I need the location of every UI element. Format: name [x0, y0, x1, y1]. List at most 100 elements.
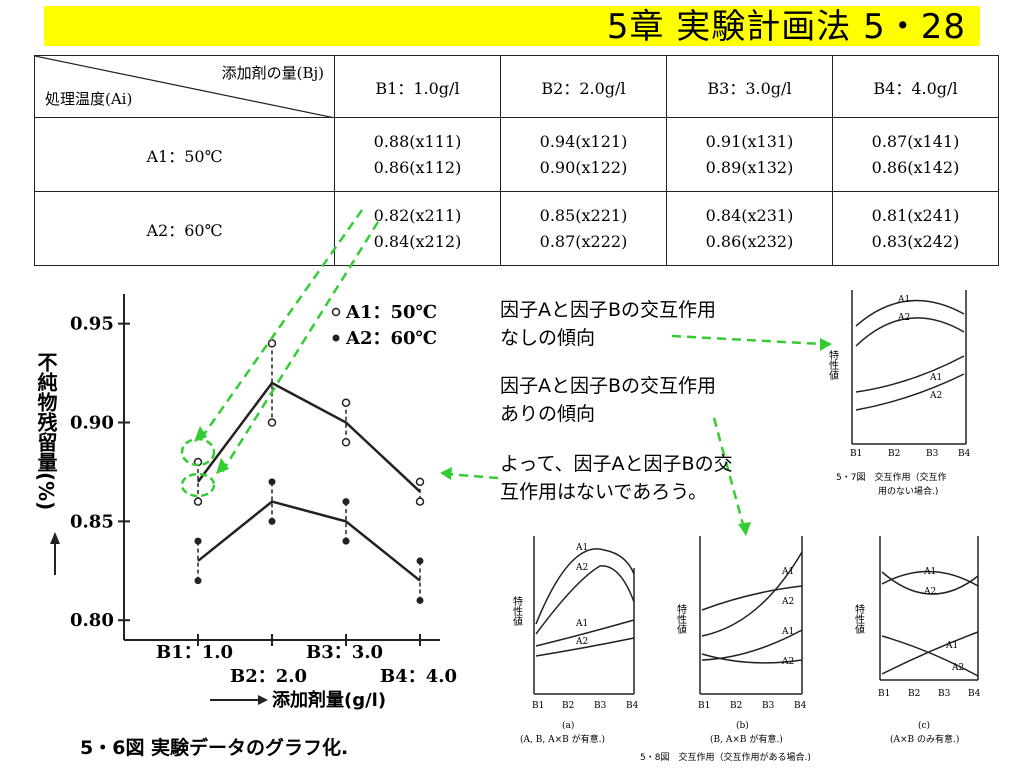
fig58-caption: 5・8図 交互作用（交互作用がある場合.): [640, 751, 811, 763]
x-axis-label: 添加剤量(g/l): [272, 689, 386, 711]
fig58-panel-b: A1 A2 A1 A2 特性値 B1 B2 B3 B4 (b) (B, A×B …: [675, 536, 807, 745]
fig57-no-interaction: A1 A2 A1 A2 特性値 B1 B2 B3 B4 5・7図 交互作用（交互…: [827, 290, 971, 497]
fig58-panel-c: A1 A2 A1 A2 特性値 B1 B2 B3 B4 (c) (A×B のみ有…: [853, 536, 981, 745]
data-point-a1: [341, 398, 351, 407]
page-title: 5章 実験計画法 5・28: [606, 7, 966, 47]
data-point-a2: [416, 596, 424, 604]
annotation-line: 因子Aと因子Bの交互作用: [500, 299, 717, 321]
data-point-a2: [268, 517, 276, 525]
arrowhead: [440, 467, 452, 480]
label-a2: A2: [897, 313, 910, 323]
legend-label-a2: A2：60℃: [345, 328, 437, 349]
data-point-a2: [342, 537, 350, 545]
ylabel-arrowhead: [50, 532, 60, 544]
x-tick-lower-b2: B2：2.0: [230, 666, 307, 687]
curve-a1-bottom: [855, 355, 965, 393]
cell-value: 0.87(x222): [539, 231, 628, 251]
annotation-line: よって、因子Aと因子Bの交: [500, 453, 733, 475]
tick-b1: B1: [878, 689, 890, 699]
label-a1: A1: [781, 627, 794, 637]
curve-a2: [535, 565, 635, 635]
fig58-interaction: A1 A2 A1 A2 特性値 B1 B2 B3 B4 (a) (A, B, A…: [511, 536, 981, 763]
panel-note-b: (B, A×B が有意.): [710, 733, 783, 745]
cell-value: 0.85(x221): [539, 205, 628, 225]
cell-value: 0.87(x141): [871, 131, 960, 151]
tick-b4: B4: [626, 701, 639, 711]
arrow-line: [712, 417, 746, 529]
main-chart-axes: [123, 294, 440, 641]
row-header-a1: A1：50℃: [34, 117, 335, 192]
legend-marker-a1: [331, 307, 341, 317]
data-point-a1: [341, 438, 351, 447]
y-tick-label: 0.90: [70, 413, 114, 434]
data-point-a2: [194, 537, 202, 545]
arrowhead: [820, 338, 832, 351]
arrow-line: [671, 334, 823, 346]
data-point-a2: [194, 577, 202, 585]
corner-row-label: 処理温度(Ai): [45, 90, 133, 108]
label-a1: A1: [575, 619, 588, 629]
column-header-b3: B3：3.0g/l: [666, 55, 833, 118]
cell-value: 0.82(x211): [373, 205, 462, 225]
curve-a2-top: [855, 317, 965, 347]
label-a2: A2: [951, 663, 964, 673]
label-a1: A1: [923, 567, 936, 577]
experiment-data-table: 添加剤の量(Bj) 処理温度(Ai) B1：1.0g/l B2：2.0g/l B…: [34, 55, 999, 266]
x-tick-lower-b4: B4：4.0: [380, 666, 457, 687]
fig58-ylabel: 特性値: [511, 596, 523, 627]
tick-b1: B1: [698, 701, 710, 711]
label-a2: A2: [923, 587, 936, 597]
label-a2: A2: [575, 563, 588, 573]
table-row-a1: A1：50℃ 0.88(x111) 0.86(x112) 0.94(x121) 0.…: [34, 117, 999, 192]
curve-a1: [535, 548, 635, 625]
tick-b3: B3: [762, 701, 775, 711]
x-tick-upper-b3: B3：3.0: [306, 642, 383, 663]
panel-label-b: (b): [736, 720, 749, 731]
y-tick-label: 0.95: [70, 314, 114, 335]
cell-value: 0.89(x132): [705, 157, 794, 177]
cell-value: 0.94(x121): [539, 131, 628, 151]
row-header-a2: A2：60℃: [34, 191, 335, 266]
panel-note-a: (A, B, A×B が有意.): [520, 733, 605, 745]
label-a2: A2: [575, 637, 588, 647]
data-point-a2: [416, 557, 424, 565]
tick-b2: B2: [562, 701, 574, 711]
tick-b1: B1: [532, 701, 544, 711]
annotation-line: ありの傾向: [500, 403, 596, 425]
fig57-caption: 5・7図 交互作用（交互作: [836, 471, 946, 483]
arrowhead: [216, 458, 229, 474]
panel-label-a: (a): [562, 720, 574, 731]
annotation-line: なしの傾向: [500, 327, 596, 349]
fig58-panel-a: A1 A2 A1 A2 特性値 B1 B2 B3 B4 (a) (A, B, A…: [511, 536, 639, 745]
table-cell: 0.81(x241) 0.83(x242): [832, 191, 999, 266]
label-a2: A2: [929, 391, 942, 401]
curve-a1: [701, 551, 803, 637]
xlabel-arrowhead: [258, 695, 268, 705]
tick-b4: B4: [958, 449, 971, 459]
tick-b2: B2: [888, 449, 900, 459]
curve-a2: [881, 571, 979, 595]
curve-a1-top: [855, 299, 965, 327]
column-header-b1: B1：1.0g/l: [334, 55, 501, 118]
label-a1: A1: [575, 543, 588, 553]
series-line-a2: [197, 500, 421, 582]
cell-value: 0.90(x122): [539, 157, 628, 177]
table-cell: 0.88(x111) 0.86(x112): [334, 117, 501, 192]
label-a1: A1: [945, 641, 958, 651]
curve-a1-lower: [535, 619, 635, 647]
table-cell: 0.82(x211) 0.84(x212): [334, 191, 501, 266]
tick-b2: B2: [730, 701, 742, 711]
label-a1: A1: [897, 295, 910, 305]
y-tick-label: 0.80: [70, 610, 114, 631]
annotation-line: 因子Aと因子Bの交互作用: [500, 375, 717, 397]
annotation-line: 互作用はないであろう。: [500, 481, 708, 503]
cell-value: 0.86(x112): [373, 157, 462, 177]
label-a2: A2: [781, 597, 794, 607]
y-tick-label: 0.85: [70, 511, 114, 532]
panel-label-c: (c): [918, 720, 930, 731]
tick-b3: B3: [938, 689, 951, 699]
curve-a2: [701, 585, 803, 611]
curve-a1-lower: [701, 629, 803, 661]
curve-a2-lower: [701, 653, 803, 664]
